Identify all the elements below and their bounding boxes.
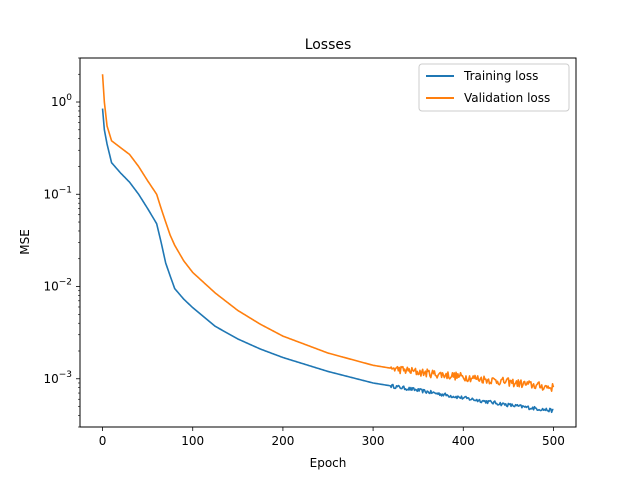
series-line-validation-loss bbox=[101, 74, 555, 392]
x-axis-ticks: 0 100 200 300 400 500 bbox=[99, 427, 565, 448]
y-tick-label: 10−1 bbox=[43, 185, 72, 201]
y-tick-label: 10−2 bbox=[43, 278, 72, 294]
y-tick-label: 10−3 bbox=[43, 370, 72, 386]
legend-box bbox=[418, 63, 570, 112]
series-layer bbox=[101, 74, 555, 414]
y-tick-label: 100 bbox=[51, 93, 72, 109]
x-tick-label: 100 bbox=[181, 434, 204, 448]
legend-label-training-loss: Training loss bbox=[463, 69, 538, 83]
series-line-training-loss bbox=[101, 108, 554, 414]
x-tick-label: 500 bbox=[542, 434, 565, 448]
y-axis-label: MSE bbox=[18, 229, 32, 255]
x-tick-label: 200 bbox=[271, 434, 294, 448]
chart-title: Losses bbox=[305, 37, 352, 53]
x-tick-label: 300 bbox=[362, 434, 385, 448]
x-tick-label: 0 bbox=[99, 434, 107, 448]
y-axis-ticks: 10−3 10−2 10−1 100 bbox=[43, 57, 80, 428]
x-axis-label: Epoch bbox=[310, 456, 347, 470]
legend: Training loss Validation loss bbox=[418, 63, 570, 112]
legend-label-validation-loss: Validation loss bbox=[464, 91, 550, 105]
x-tick-label: 400 bbox=[452, 434, 475, 448]
